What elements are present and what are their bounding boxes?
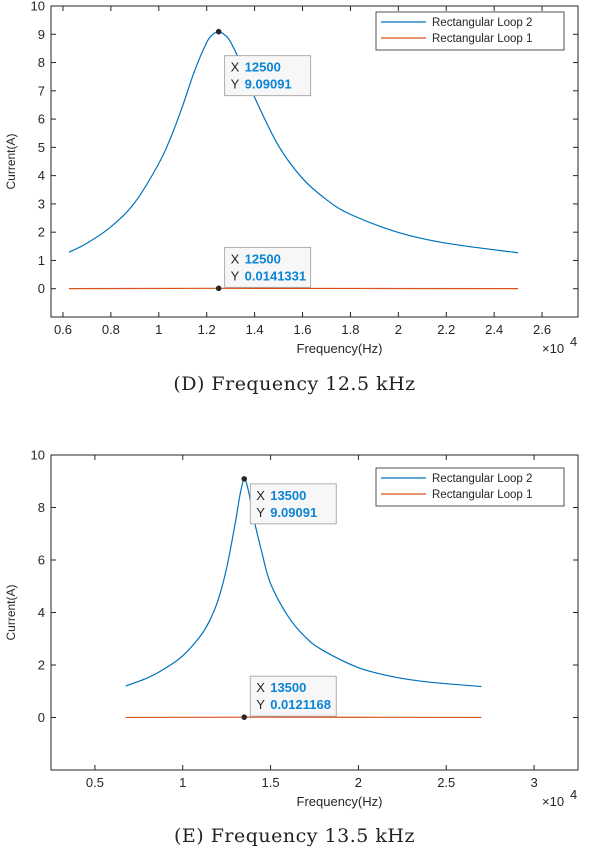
x-tick-label: 0.6 xyxy=(54,322,72,337)
legend-box xyxy=(375,467,565,507)
y-tick-label: 4 xyxy=(38,168,45,183)
series-line-loop-2 xyxy=(125,478,482,688)
caption-e: (E) Frequency 13.5 kHz xyxy=(174,825,415,847)
datatip-y-value: 9.09091 xyxy=(245,77,292,92)
datatip-box xyxy=(224,246,312,288)
y-tick-label: 2 xyxy=(38,658,45,673)
y-tick-label: 9 xyxy=(38,27,45,42)
y-tick-label: 10 xyxy=(31,0,45,14)
y-tick-label: 8 xyxy=(38,55,45,70)
y-tick-label: 0 xyxy=(38,710,45,725)
series-line-loop-2 xyxy=(68,31,519,254)
x-exponent-power: 4 xyxy=(570,334,577,349)
datatip-x-value: 12500 xyxy=(245,251,281,266)
y-tick-label: 8 xyxy=(38,500,45,515)
legend-box xyxy=(375,11,565,51)
x-tick-label: 0.8 xyxy=(102,322,120,337)
datatip-marker xyxy=(215,28,222,35)
x-tick-label: 0.5 xyxy=(86,775,104,790)
x-tick-label: 1 xyxy=(179,775,186,790)
x-tick-label: 2 xyxy=(395,322,402,337)
datatip-box xyxy=(249,483,337,525)
y-tick-label: 7 xyxy=(38,83,45,98)
datatip-y-key: Y xyxy=(256,697,265,712)
x-tick-label: 1.6 xyxy=(293,322,311,337)
datatip-x-value: 13500 xyxy=(270,680,306,695)
datatip-x-key: X xyxy=(256,488,265,503)
x-tick-label: 1.2 xyxy=(198,322,216,337)
x-tick-label: 1 xyxy=(155,322,162,337)
datatip-x-key: X xyxy=(231,251,240,266)
x-tick-label: 1.5 xyxy=(262,775,280,790)
chart-d: 0.6 0.8 1 1.2 1.4 1.6 1.8 2 2.2 2.4 2.6 0 1 2 3 4 5 6 7 8 9 1… xyxy=(4,0,579,356)
y-axis-label: Current(A) xyxy=(4,584,18,640)
x-tick-label: 2.4 xyxy=(485,322,503,337)
datatip-y-value: 0.0121168 xyxy=(270,697,331,712)
legend-label: Rectangular Loop 2 xyxy=(432,473,532,485)
legend-label: Rectangular Loop 2 xyxy=(432,17,532,29)
x-tick-label: 2.5 xyxy=(437,775,455,790)
x-exponent-label: ×10 xyxy=(542,341,564,356)
y-tick-label: 10 xyxy=(31,448,45,463)
datatip-x-key: X xyxy=(256,680,265,695)
y-tick-label: 6 xyxy=(38,112,45,127)
y-tick-label: 3 xyxy=(38,196,45,211)
y-tick-label: 6 xyxy=(38,553,45,568)
legend-label: Rectangular Loop 1 xyxy=(432,489,532,501)
x-exponent-label: ×10 xyxy=(542,794,564,809)
datatip-x-key: X xyxy=(231,60,240,75)
datatip-marker xyxy=(241,714,248,720)
datatip-marker xyxy=(215,285,222,292)
x-axis-label: Frequency(Hz) xyxy=(297,794,383,809)
x-exponent-power: 4 xyxy=(570,787,577,802)
datatip-y-value: 0.0141331 xyxy=(245,268,306,283)
x-tick-label: 2.6 xyxy=(533,322,551,337)
x-tick-label: 3 xyxy=(530,775,537,790)
legend-label: Rectangular Loop 1 xyxy=(432,33,532,45)
y-axis-label: Current(A) xyxy=(4,133,18,189)
y-tick-label: 2 xyxy=(38,225,45,240)
chart-e: 0.5 1 1.5 2 2.5 3 0 2 4 6 8 10 Frequency(Hz) Current(… xyxy=(4,448,579,809)
x-tick-label: 1.8 xyxy=(341,322,359,337)
datatip-y-key: Y xyxy=(231,268,240,283)
datatip-x-value: 13500 xyxy=(270,488,306,503)
datatip-x-value: 12500 xyxy=(245,60,281,75)
datatip-marker xyxy=(241,476,248,482)
x-tick-label: 1.4 xyxy=(246,322,264,337)
x-tick-label: 2.2 xyxy=(437,322,455,337)
datatip-box xyxy=(224,55,312,97)
y-tick-label: 1 xyxy=(38,253,45,268)
caption-d: (D) Frequency 12.5 kHz xyxy=(173,373,416,395)
datatip-box xyxy=(249,675,337,717)
datatip-y-key: Y xyxy=(256,505,265,520)
x-tick-label: 2 xyxy=(355,775,362,790)
y-tick-label: 0 xyxy=(38,281,45,296)
y-tick-label: 5 xyxy=(38,140,45,155)
x-axis-label: Frequency(Hz) xyxy=(297,341,383,356)
y-tick-label: 4 xyxy=(38,605,45,620)
datatip-y-key: Y xyxy=(231,77,240,92)
plot-area xyxy=(50,5,579,318)
datatip-y-value: 9.09091 xyxy=(270,505,317,520)
